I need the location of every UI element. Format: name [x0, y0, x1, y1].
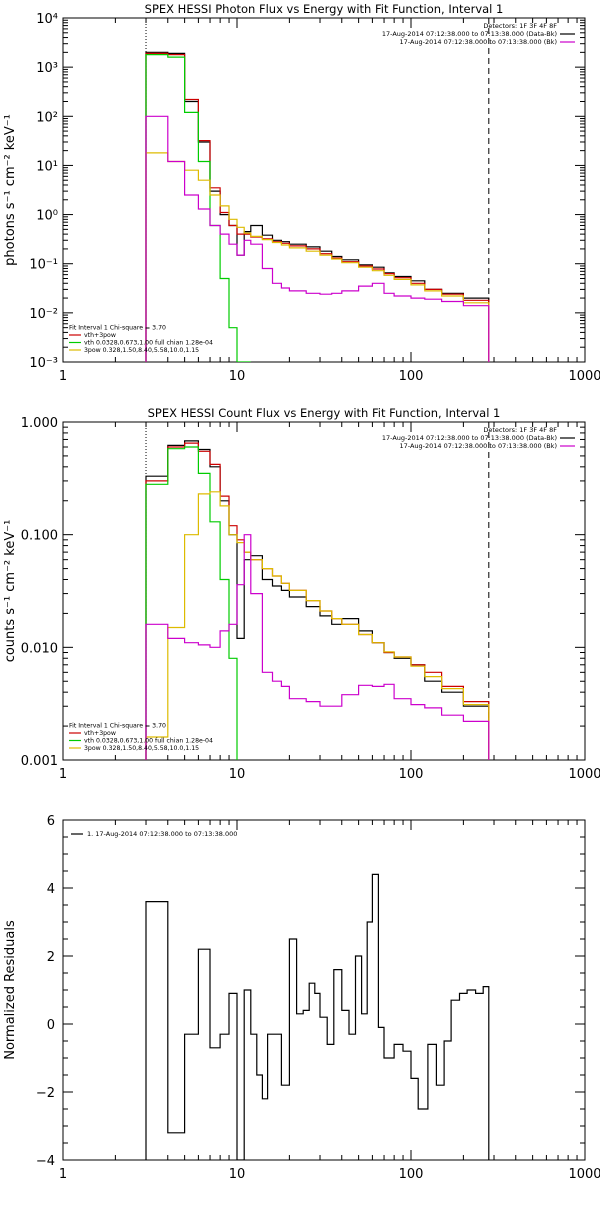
y-tick-label: 10⁻²: [29, 307, 58, 322]
y-tick-label: −2: [36, 1086, 55, 1101]
y-tick-label: 1.000: [21, 416, 58, 431]
legend-topright-text: Detectors: 1F 3F 4F 8F: [483, 22, 557, 30]
legend-bottomleft-text: vth 0.0328,0.673,1.00 full chian 1.28e-0…: [84, 340, 213, 347]
legend-bottomleft-text: 3pow 0.328,1.50,8.40,5.58,10.0,1.15: [84, 347, 199, 354]
series-line-5: [145, 534, 490, 760]
y-tick-label: 10⁴: [36, 12, 58, 27]
series-line-1: [145, 873, 490, 1160]
legend-topright-text: 17-Aug-2014 07:12:38.000 to 07:13:38.000…: [382, 434, 557, 442]
x-tick-label: 10: [229, 1167, 246, 1182]
legend-fit-info: Fit Interval 1 Chi-square = 3.70: [69, 723, 166, 730]
y-tick-label: 0.010: [21, 641, 58, 656]
chart-panel-2: SPEX HESSI Count Flux vs Energy with Fit…: [3, 406, 600, 782]
series-line-4: [145, 152, 490, 362]
y-tick-label: 10²: [36, 110, 58, 125]
legend-bottomleft-text: vth+3pow: [84, 332, 116, 339]
legend-fit-info: Fit Interval 1 Chi-square = 3.70: [69, 325, 166, 332]
series-line-3: [145, 446, 238, 760]
x-tick-label: 1: [59, 767, 67, 782]
plot-frame: [62, 819, 586, 1161]
y-tick-label: 10⁻³: [29, 356, 58, 371]
legend-bottomleft-text: vth 0.0328,0.673,1.00 full chian 1.28e-0…: [84, 738, 213, 745]
legend-topright-text: 17-Aug-2014 07:12:38.000 to 07:13:38.000…: [400, 442, 557, 450]
y-tick-label: 0.100: [21, 529, 58, 544]
y-tick-label: 2: [47, 950, 55, 965]
series-line-4: [145, 491, 490, 760]
y-tick-label: 10⁰: [36, 209, 58, 224]
y-axis-label: photons s⁻¹ cm⁻² keV⁻¹: [3, 114, 18, 266]
x-tick-label: 10: [229, 369, 246, 384]
x-tick-label: 100: [399, 1167, 424, 1182]
y-tick-label: 0.001: [21, 754, 58, 769]
y-axis-label: Normalized Residuals: [3, 920, 18, 1060]
chart-panel-3: Normalized Residuals 1 10 100 1000 −4 −2 0 2 4 6 1.…: [3, 814, 600, 1182]
series-line-2: [145, 52, 490, 362]
y-axis-label: counts s⁻¹ cm⁻² keV⁻¹: [3, 520, 18, 663]
legend-topright-text: Detectors: 1F 3F 4F 8F: [483, 426, 557, 434]
legend-bottomleft-text: vth+3pow: [84, 730, 116, 737]
legend-topright-text: 17-Aug-2014 07:12:38.000 to 07:13:38.000…: [400, 38, 557, 46]
chart-title: SPEX HESSI Photon Flux vs Energy with Fi…: [145, 2, 504, 16]
chart-title: SPEX HESSI Count Flux vs Energy with Fit…: [148, 406, 501, 420]
x-tick-label: 1000: [568, 1167, 600, 1182]
legend-bottomleft-text: 3pow 0.328,1.50,8.40,5.58,10.0,1.15: [84, 745, 199, 752]
x-tick-label: 100: [399, 767, 424, 782]
series-line-1: [145, 51, 490, 362]
x-tick-label: 1: [59, 1167, 67, 1182]
y-tick-label: −4: [36, 1154, 55, 1169]
plot-frame: [62, 17, 586, 363]
y-tick-label: 10⁻¹: [29, 258, 58, 273]
y-tick-label: 0: [47, 1018, 55, 1033]
plot-frame: [62, 421, 586, 761]
y-tick-label: 10¹: [36, 159, 58, 174]
y-tick-label: 4: [47, 882, 55, 897]
y-tick-label: 6: [47, 814, 55, 829]
x-tick-label: 1: [59, 369, 67, 384]
x-tick-label: 1000: [568, 369, 600, 384]
x-tick-label: 100: [399, 369, 424, 384]
chart-panel-1: SPEX HESSI Photon Flux vs Energy with Fi…: [3, 2, 600, 384]
series-line-5: [145, 115, 490, 362]
series-line-2: [145, 442, 490, 760]
y-tick-label: 10³: [36, 61, 58, 76]
legend-topleft-text: 1. 17-Aug-2014 07:12:38.000 to 07:13:38.…: [87, 830, 237, 838]
x-tick-label: 1000: [568, 767, 600, 782]
x-tick-label: 10: [229, 767, 246, 782]
legend-topright-text: 17-Aug-2014 07:12:38.000 to 07:13:38.000…: [382, 30, 557, 38]
